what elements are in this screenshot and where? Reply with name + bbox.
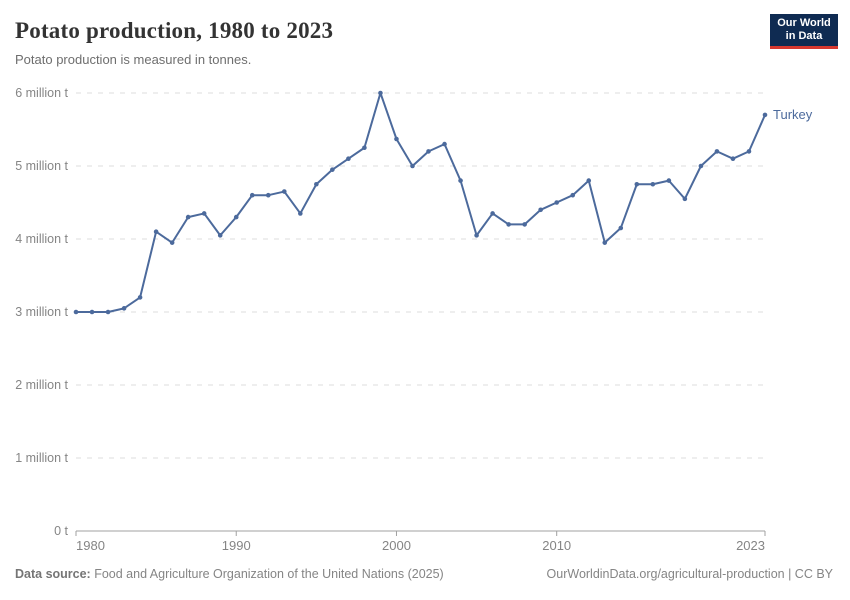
data-point[interactable]	[522, 222, 527, 227]
data-point[interactable]	[586, 178, 592, 183]
data-point[interactable]	[682, 196, 688, 202]
data-point[interactable]	[410, 163, 415, 169]
x-axis-tick-label: 2010	[542, 538, 571, 553]
data-point[interactable]	[378, 90, 383, 96]
x-axis-tick-label: 2000	[382, 538, 411, 553]
data-point[interactable]	[185, 214, 191, 220]
data-source-label: Data source:	[15, 567, 91, 581]
data-point[interactable]	[169, 240, 175, 245]
data-point[interactable]	[394, 136, 399, 142]
data-point[interactable]	[714, 149, 720, 154]
data-point[interactable]	[730, 156, 736, 161]
data-point[interactable]	[233, 214, 239, 220]
data-point[interactable]	[458, 178, 463, 183]
data-point[interactable]	[762, 112, 768, 118]
data-point[interactable]	[298, 211, 303, 216]
data-point[interactable]	[153, 229, 159, 234]
data-point[interactable]	[474, 233, 479, 238]
chart-footer: Data source: Food and Agriculture Organi…	[15, 567, 833, 581]
data-point[interactable]	[698, 163, 704, 169]
y-axis-tick-label: 3 million t	[15, 305, 68, 319]
data-point[interactable]	[121, 306, 127, 311]
y-axis-tick-label: 6 million t	[15, 86, 68, 100]
data-point[interactable]	[249, 192, 255, 198]
data-point[interactable]	[137, 295, 143, 300]
data-point[interactable]	[666, 178, 672, 183]
y-axis-tick-label: 2 million t	[15, 378, 68, 392]
owid-logo-line1: Our World	[777, 16, 831, 29]
y-axis-tick-label: 4 million t	[15, 232, 68, 246]
data-point[interactable]	[105, 309, 111, 315]
series-line-turkey[interactable]	[75, 92, 766, 313]
data-point[interactable]	[265, 192, 271, 198]
data-point[interactable]	[89, 309, 95, 315]
y-axis-tick-label: 5 million t	[15, 159, 68, 173]
data-point[interactable]	[201, 211, 207, 216]
series-label-turkey[interactable]: Turkey	[773, 107, 813, 122]
x-axis-tick-label: 2023	[736, 538, 765, 553]
data-point[interactable]	[634, 181, 640, 187]
data-point[interactable]	[618, 225, 624, 231]
owid-logo[interactable]: Our World in Data	[770, 14, 838, 49]
data-point[interactable]	[506, 222, 511, 227]
data-point[interactable]	[554, 200, 559, 205]
x-axis-tick-label: 1980	[76, 538, 105, 553]
chart-subtitle: Potato production is measured in tonnes.	[15, 52, 252, 67]
data-point[interactable]	[442, 141, 447, 147]
data-point[interactable]	[426, 149, 431, 154]
data-point[interactable]	[650, 181, 656, 187]
data-point[interactable]	[330, 167, 335, 172]
data-point[interactable]	[746, 149, 752, 154]
data-point[interactable]	[346, 156, 351, 161]
data-point[interactable]	[490, 211, 495, 216]
x-axis-tick-label: 1990	[222, 538, 251, 553]
data-point[interactable]	[602, 240, 608, 245]
y-axis-tick-label: 1 million t	[15, 451, 68, 465]
data-point[interactable]	[538, 207, 543, 213]
y-axis-tick-label: 0 t	[54, 524, 68, 538]
data-point[interactable]	[217, 233, 223, 238]
data-point[interactable]	[362, 145, 367, 151]
owid-link[interactable]: OurWorldinData.org/agricultural-producti…	[546, 567, 833, 581]
data-point[interactable]	[314, 181, 319, 187]
data-point[interactable]	[570, 192, 576, 198]
page-title: Potato production, 1980 to 2023	[15, 18, 334, 43]
data-source-note: Data source: Food and Agriculture Organi…	[15, 567, 444, 581]
data-source-text: Food and Agriculture Organization of the…	[90, 567, 444, 581]
owid-logo-line2: in Data	[785, 30, 823, 42]
data-point[interactable]	[282, 189, 287, 194]
data-point[interactable]	[73, 309, 79, 315]
